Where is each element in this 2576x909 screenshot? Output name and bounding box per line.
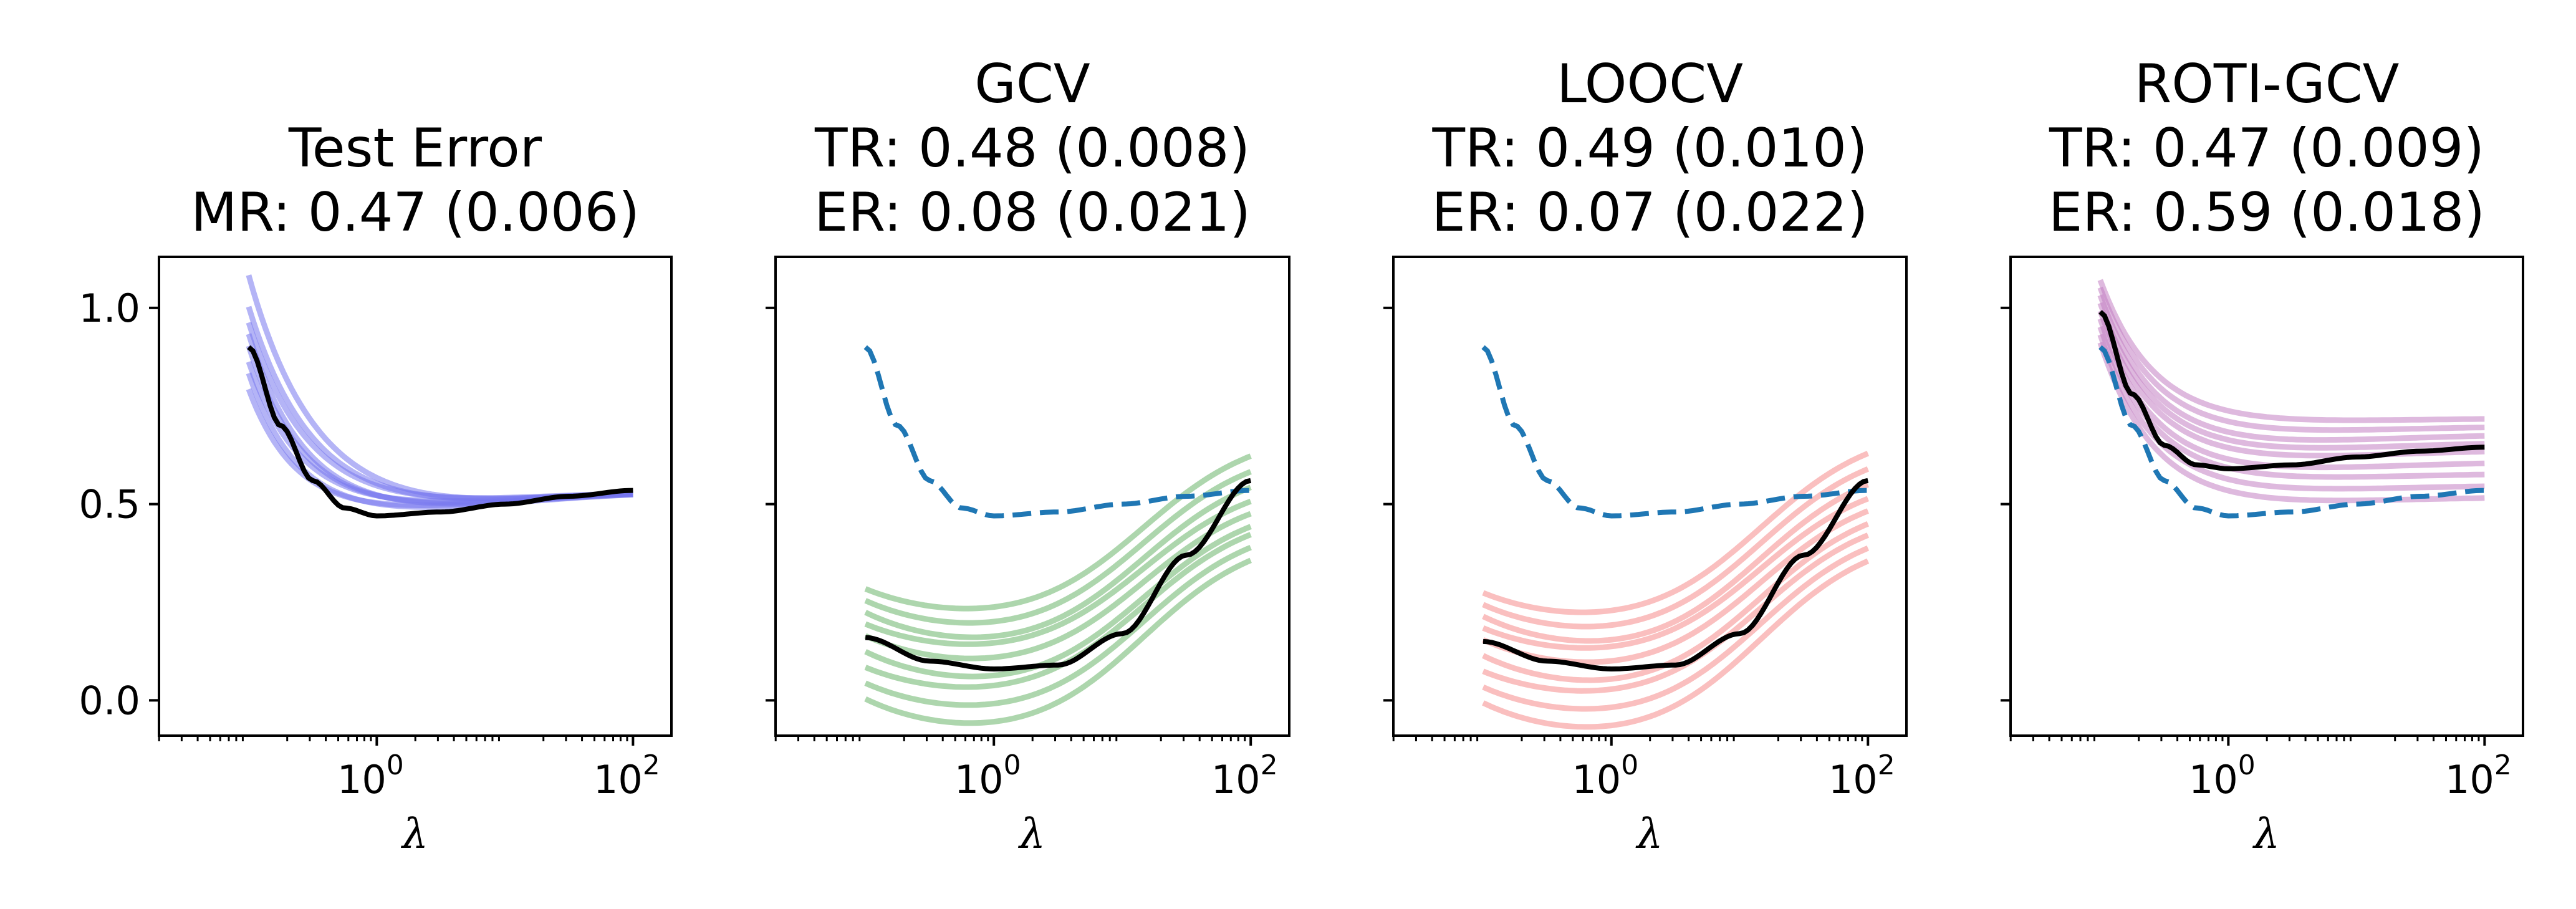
family-curve xyxy=(1482,532,1870,694)
subplot-3-family-curves xyxy=(1482,451,1870,730)
family-curve xyxy=(864,498,1252,647)
family-curve xyxy=(2097,279,2485,423)
reference-test-error-curve xyxy=(2098,345,2485,519)
family-curve xyxy=(2097,342,2485,504)
family-curve xyxy=(864,544,1252,708)
family-curve xyxy=(1482,482,1870,644)
subplot-1-title-line-2: MR: 0.47 (0.006) xyxy=(191,181,640,244)
subplot-1-title-line-1: Test Error xyxy=(288,117,542,180)
family-curve xyxy=(2097,286,2485,433)
family-curve xyxy=(1482,508,1869,665)
family-curve xyxy=(864,484,1252,640)
x-tick-label: 102 xyxy=(2445,749,2512,802)
subplot-3-title-line-2: TR: 0.49 (0.010) xyxy=(1431,117,1867,180)
subplot-2-title-line-2: TR: 0.48 (0.008) xyxy=(814,117,1250,180)
subplot-3-title-line-3: ER: 0.07 (0.022) xyxy=(1432,181,1868,244)
subplot-4-family-curves xyxy=(2097,279,2485,504)
mean-curve xyxy=(247,345,633,519)
x-tick-label: 102 xyxy=(1211,749,1278,802)
family-curve xyxy=(864,511,1252,661)
family-curve xyxy=(2097,325,2485,480)
family-curve xyxy=(1482,558,1870,730)
family-curve xyxy=(1482,521,1870,683)
family-curve xyxy=(1482,451,1870,615)
family-curve xyxy=(864,469,1252,626)
x-axis-label: λ xyxy=(2252,810,2280,858)
x-tick-label: 100 xyxy=(2189,749,2256,802)
family-curve xyxy=(2097,302,2485,451)
subplot-4-title-line-1: ROTI-GCV xyxy=(2134,53,2399,115)
family-curve xyxy=(864,557,1252,726)
y-tick-label: 0.5 xyxy=(79,482,140,527)
x-axis-label: λ xyxy=(1017,810,1045,858)
mean-curve xyxy=(865,478,1252,672)
mean-curve xyxy=(1483,478,1869,672)
family-curve xyxy=(1482,545,1870,712)
x-tick-label: 100 xyxy=(1572,749,1638,802)
family-curve xyxy=(2097,294,2485,443)
subplot-2-title-line-3: ER: 0.08 (0.021) xyxy=(814,181,1251,244)
family-curve xyxy=(1482,496,1869,651)
x-tick-label: 102 xyxy=(594,749,660,802)
subplot-3-title-line-1: LOOCV xyxy=(1557,53,1743,115)
subplot-2-title-line-1: GCV xyxy=(974,53,1090,115)
x-axis-label: λ xyxy=(400,810,428,858)
subplot-4-title-line-3: ER: 0.59 (0.018) xyxy=(2049,181,2485,244)
reference-test-error-curve xyxy=(863,345,1251,519)
x-axis-label: λ xyxy=(1635,810,1663,858)
family-curve xyxy=(864,453,1252,612)
mean-curve xyxy=(2098,310,2485,471)
x-tick-label: 100 xyxy=(954,749,1021,802)
x-tick-label: 100 xyxy=(337,749,404,802)
family-curve xyxy=(864,524,1252,680)
reference-test-error-curve xyxy=(1481,345,1868,519)
family-curve xyxy=(1482,466,1870,630)
y-tick-label: 1.0 xyxy=(79,286,140,331)
subplot-4-title-line-2: TR: 0.47 (0.009) xyxy=(2049,117,2484,180)
y-tick-label: 0.0 xyxy=(79,678,140,723)
x-tick-label: 102 xyxy=(1829,749,1895,802)
